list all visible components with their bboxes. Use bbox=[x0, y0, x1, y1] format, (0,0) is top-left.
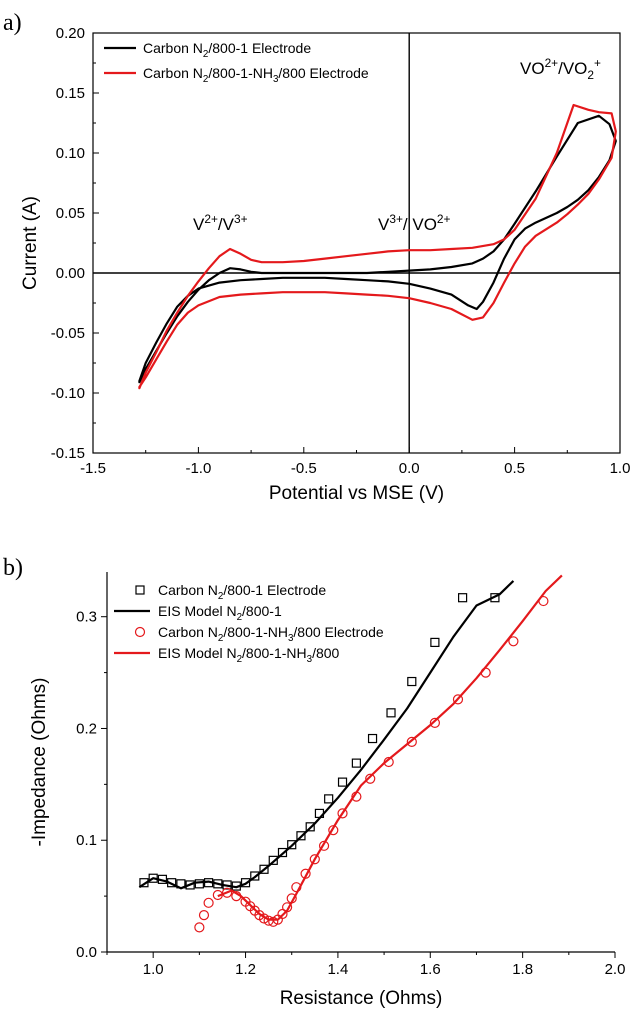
data-point-square bbox=[367, 733, 378, 744]
x-tick-label: 1.0 bbox=[143, 961, 164, 978]
x-tick-label: 0.0 bbox=[399, 460, 420, 477]
data-point-circle bbox=[309, 854, 320, 865]
data-point-square bbox=[296, 831, 306, 841]
x-tick-label: 1.4 bbox=[327, 961, 348, 978]
legend-label-series-2: Carbon N2/800-1-NH3/800 Electrode bbox=[143, 65, 369, 85]
data-point-square bbox=[259, 864, 269, 874]
x-axis-title: Resistance (Ohms) bbox=[280, 988, 443, 1009]
y-tick-label: 0.15 bbox=[56, 85, 85, 102]
y-tick-label: 0.00 bbox=[56, 265, 85, 282]
y-tick-label: 0.3 bbox=[76, 609, 97, 626]
y-tick-label: -0.15 bbox=[51, 445, 85, 462]
data-point-circle bbox=[268, 916, 279, 927]
plot-frame bbox=[92, 32, 621, 454]
data-point-square bbox=[351, 758, 361, 768]
data-point-square bbox=[407, 676, 417, 687]
x-tick-label: -1.0 bbox=[185, 460, 211, 477]
data-point-square bbox=[305, 822, 315, 832]
data-point-circle bbox=[429, 717, 440, 728]
legend-label-series-1: Carbon N2/800-1 Electrode bbox=[143, 40, 311, 60]
data-point-square bbox=[240, 878, 251, 888]
data-point-square bbox=[324, 794, 334, 804]
y-axis-title: -Impedance (Ohms) bbox=[29, 678, 50, 847]
cv-curve-series-1 bbox=[138, 114, 617, 384]
y-tick-label: 0.1 bbox=[76, 832, 97, 849]
panel-label-b: b) bbox=[3, 555, 23, 581]
data-point-square bbox=[430, 637, 440, 648]
annotation-v2-v3: V2+/V3+ bbox=[193, 212, 248, 234]
data-point-square bbox=[287, 840, 297, 850]
panel-a-cyclic-voltammogram: a) -1.5 -1.0 -0.5 0.0 0.5 1.0 -0.15 -0.10 -0.05 0.… bbox=[3, 10, 630, 504]
annotation-v3-vo2: V3+/ VO2+ bbox=[378, 212, 451, 234]
data-point-square bbox=[277, 847, 288, 858]
x-axis-title: Potential vs MSE (V) bbox=[269, 483, 444, 504]
data-point-square bbox=[458, 593, 468, 603]
x-tick-label: 0.5 bbox=[504, 460, 525, 477]
data-point-circle bbox=[194, 922, 205, 933]
x-tick-label: -1.5 bbox=[80, 460, 106, 477]
cv-curve-series-2 bbox=[138, 103, 617, 390]
y-axis-title: Current (A) bbox=[20, 196, 41, 290]
legend-label-series-1: Carbon N2/800-1 Electrode bbox=[158, 582, 326, 602]
y-tick-label: 0.20 bbox=[56, 25, 85, 42]
y-tick-label: -0.05 bbox=[51, 325, 85, 342]
y-tick-label: 0.0 bbox=[76, 944, 97, 961]
data-point-square bbox=[268, 855, 278, 865]
x-tick-label: -0.5 bbox=[291, 460, 317, 477]
data-point-circle bbox=[221, 887, 233, 898]
legend-a: Carbon N2/800-1 Electrode Carbon N2/800-1… bbox=[104, 40, 369, 85]
eis-model-line-2 bbox=[138, 580, 515, 890]
x-tick-label: 1.6 bbox=[420, 961, 441, 978]
legend-label-series-2: EIS Model N2/800-1 bbox=[158, 603, 282, 623]
data-point-circle bbox=[365, 773, 376, 784]
data-point-circle bbox=[203, 897, 214, 908]
data-point-square bbox=[386, 708, 396, 718]
eis-model-line-4 bbox=[217, 574, 563, 921]
legend-marker-circle bbox=[134, 626, 146, 638]
panel-b-impedance-plot: b) 1.0 1.2 1.4 1.6 1.8 2.0 0.0 0.1 0.2 0.3 Resistan… bbox=[3, 555, 625, 1009]
x-tick-label: 1.8 bbox=[512, 961, 533, 978]
y-tick-label: -0.10 bbox=[51, 385, 85, 402]
data-point-square bbox=[185, 880, 195, 890]
x-tick-label: 2.0 bbox=[605, 961, 626, 978]
legend-marker-square bbox=[135, 585, 145, 595]
annotation-vo2-vo2plus: VO2+/VO2+ bbox=[520, 56, 601, 82]
data-point-circle bbox=[328, 825, 339, 836]
legend-label-series-4: EIS Model N2/800-1-NH3/800 bbox=[158, 645, 340, 665]
x-tick-label: 1.0 bbox=[610, 460, 631, 477]
data-point-circle bbox=[452, 694, 464, 705]
legend-label-series-3: Carbon N2/800-1-NH3/800 Electrode bbox=[158, 624, 384, 644]
data-point-circle bbox=[277, 908, 288, 920]
panel-label-a: a) bbox=[3, 10, 22, 36]
data-point-square bbox=[194, 879, 204, 889]
y-tick-label: 0.05 bbox=[56, 205, 85, 222]
x-tick-label: 1.2 bbox=[235, 961, 256, 978]
data-point-circle bbox=[508, 636, 519, 647]
data-point-circle bbox=[318, 840, 330, 851]
data-point-circle bbox=[198, 910, 210, 921]
data-point-square bbox=[337, 777, 348, 787]
data-point-circle bbox=[406, 736, 417, 747]
y-tick-label: 0.10 bbox=[56, 145, 85, 162]
data-point-circle bbox=[337, 808, 348, 819]
y-tick-label: 0.2 bbox=[76, 720, 97, 737]
data-point-square bbox=[250, 871, 260, 881]
